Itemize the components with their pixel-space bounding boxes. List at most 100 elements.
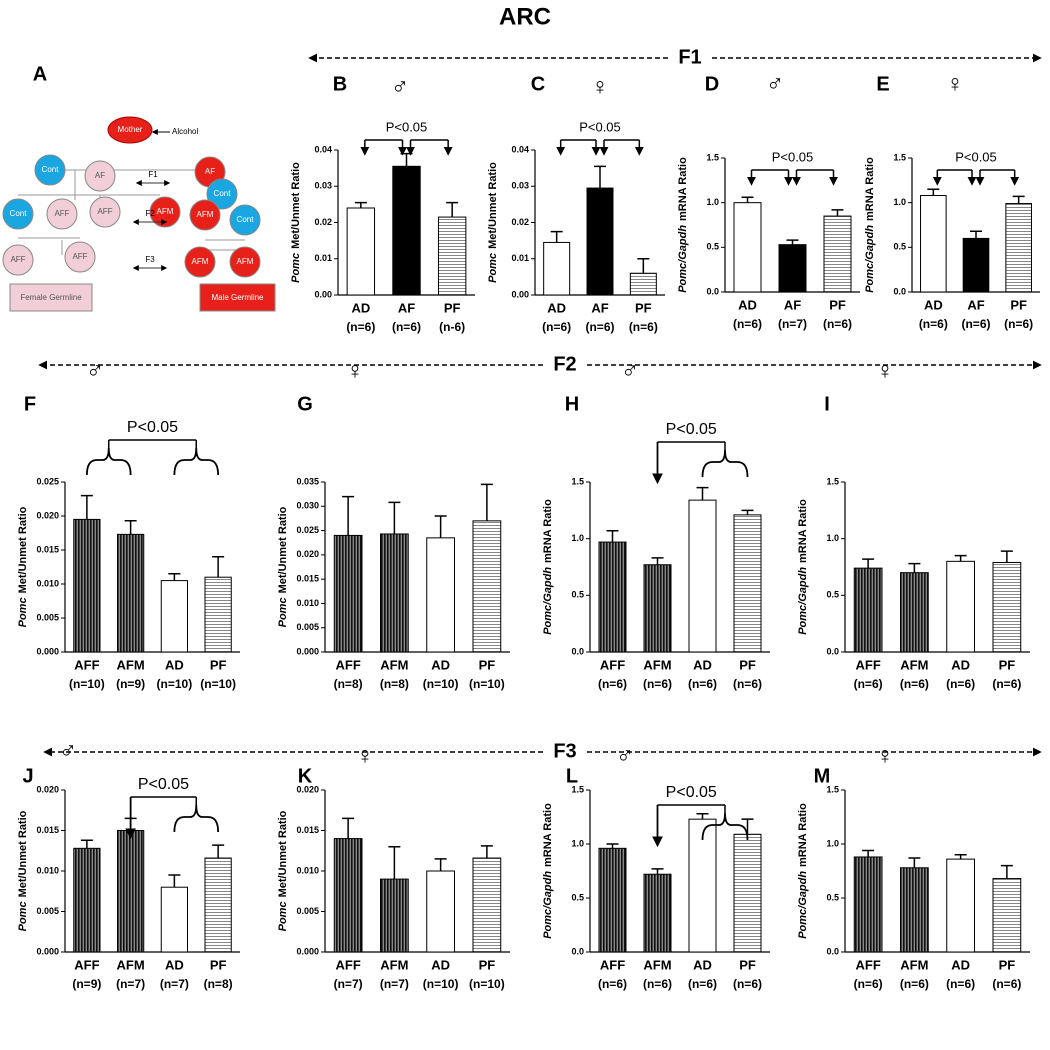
- n-label: (n=6): [598, 977, 627, 991]
- panel-letter: L: [566, 765, 578, 787]
- sex-symbol: ♀: [591, 73, 609, 100]
- sex-symbol: ♀: [356, 742, 374, 769]
- panel-letter: H: [565, 393, 579, 415]
- n-label: (n=6): [919, 317, 948, 331]
- error-bar: [1000, 550, 1013, 563]
- diagram-node-label: AFM: [157, 207, 174, 216]
- sex-symbol: ♀: [876, 357, 894, 384]
- brace: [173, 804, 220, 833]
- bar: [437, 216, 467, 296]
- error-bar: [954, 554, 967, 562]
- n-label: (n=6): [643, 977, 672, 991]
- panel-letter: J: [22, 765, 33, 787]
- x-tick-label: AD: [693, 957, 712, 972]
- y-axis-label-italic: Pomc: [17, 901, 29, 931]
- y-tick-label: 1.0: [893, 197, 906, 207]
- significance-label: P<0.05: [666, 784, 717, 801]
- y-axis-label: Pomc Met/Unmet Ratio: [277, 810, 289, 931]
- diagram-step: F1: [148, 170, 158, 179]
- bar: [117, 830, 145, 953]
- bar: [586, 187, 614, 296]
- y-axis-label: Pomc/Gapdh mRNA Ratio: [864, 157, 876, 293]
- x-tick-label: PF: [444, 300, 461, 315]
- bar: [426, 870, 455, 953]
- n-label: (n=10): [469, 977, 505, 991]
- n-label: (n=6): [946, 977, 975, 991]
- n-label: (n=6): [900, 977, 929, 991]
- x-tick-label: PF: [739, 957, 756, 972]
- y-tick-label: 0.020: [296, 549, 319, 559]
- figure-title: ARC: [499, 3, 551, 30]
- bar: [962, 237, 990, 293]
- y-tick-label: 1.5: [571, 476, 584, 486]
- bar: [117, 533, 145, 653]
- n-label: (n=9): [116, 677, 145, 691]
- y-tick-label: 0.005: [296, 906, 319, 916]
- x-tick-label: AF: [967, 297, 984, 312]
- y-axis-label-italic: Pomc/Gapdh: [542, 871, 554, 939]
- y-tick-label: 0.00: [511, 289, 529, 299]
- x-tick-label: AD: [738, 297, 757, 312]
- bar: [643, 564, 672, 653]
- y-tick-label: 0.020: [36, 510, 59, 520]
- y-tick-label: 0.5: [571, 892, 584, 902]
- bar: [823, 215, 852, 293]
- bar: [160, 886, 188, 953]
- brace: [85, 447, 132, 476]
- y-tick-label: 0.015: [296, 825, 319, 835]
- diagram-node: [2, 198, 34, 230]
- error-bar: [168, 874, 181, 888]
- error-bar: [446, 201, 459, 218]
- y-axis-label-text: Met/Unmet Ratio: [17, 506, 29, 593]
- y-tick-label: 0.015: [36, 544, 59, 554]
- bar: [920, 195, 947, 293]
- n-label: (n=6): [946, 677, 975, 691]
- bar: [1005, 203, 1032, 293]
- y-tick-label: 0.005: [36, 906, 59, 916]
- y-tick-label: 0.0: [826, 946, 839, 956]
- diagram-node-label: Cont: [214, 189, 232, 198]
- sex-symbol: ♂: [766, 70, 784, 97]
- error-bar: [212, 556, 225, 578]
- y-tick-label: 0.01: [511, 253, 529, 263]
- bar: [992, 878, 1022, 953]
- n-label: (n=9): [72, 977, 101, 991]
- x-tick-label: AFM: [900, 957, 928, 972]
- n-label: (n=6): [854, 977, 883, 991]
- diagram-step: F3: [145, 255, 155, 264]
- panel-letter: K: [298, 765, 313, 787]
- diagram-step: F2: [145, 209, 155, 218]
- diagram-node: [189, 199, 221, 231]
- bar: [160, 580, 188, 653]
- generation-label: F2: [553, 353, 576, 375]
- bar: [946, 560, 975, 653]
- y-axis-label-italic: Pomc/Gapdh: [864, 225, 876, 293]
- error-bar: [80, 839, 93, 849]
- y-tick-label: 0.00: [314, 289, 332, 299]
- x-tick-label: PF: [1010, 297, 1027, 312]
- error-bar: [354, 201, 367, 208]
- bar: [992, 561, 1022, 653]
- sex-symbol: ♂: [391, 73, 409, 100]
- y-tick-label: 1.5: [826, 784, 839, 794]
- x-tick-label: AD: [547, 300, 566, 315]
- y-axis-label-italic: Pomc/Gapdh: [542, 567, 554, 635]
- diagram-box-label: Female Germline: [20, 293, 82, 302]
- diagram-node: [184, 246, 216, 278]
- panel-letter: D: [705, 73, 719, 95]
- n-label: (n=8): [380, 677, 409, 691]
- x-tick-label: AF: [784, 297, 801, 312]
- y-axis-label: Pomc/Gapdh mRNA Ratio: [677, 157, 689, 293]
- bar: [643, 873, 672, 953]
- bar: [900, 572, 929, 653]
- error-bar: [651, 557, 664, 565]
- significance-label: P<0.05: [666, 421, 717, 438]
- sex-symbol: ♀: [946, 70, 964, 97]
- y-axis-label-italic: Pomc: [17, 597, 29, 627]
- y-axis-label: Pomc/Gapdh mRNA Ratio: [542, 803, 554, 939]
- bar: [629, 272, 657, 296]
- error-bar: [388, 501, 401, 534]
- diagram-node: [229, 204, 261, 236]
- y-axis-label-text: mRNA Ratio: [542, 499, 554, 563]
- x-tick-label: PF: [210, 657, 227, 672]
